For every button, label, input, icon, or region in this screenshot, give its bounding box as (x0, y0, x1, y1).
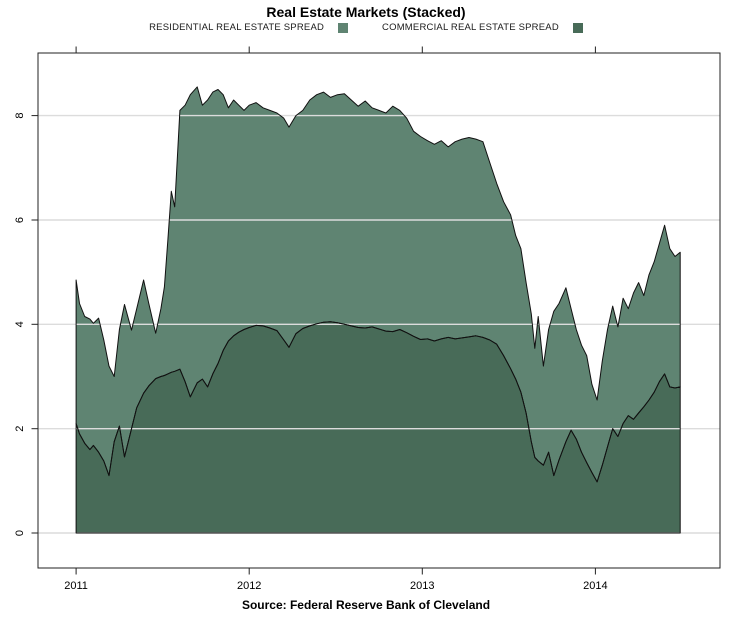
chart-title: Real Estate Markets (Stacked) (266, 4, 466, 20)
y-tick-label: 0 (14, 530, 26, 536)
plot-frame (37, 52, 721, 569)
legend: RESIDENTIAL REAL ESTATE SPREAD COMMERCIA… (0, 22, 732, 33)
y-tick-label: 2 (14, 426, 26, 432)
residential-area (76, 86, 681, 482)
legend-item-residential: RESIDENTIAL REAL ESTATE SPREAD (149, 22, 349, 33)
ticks-layer (31, 46, 596, 575)
residential-outline (75, 86, 681, 483)
source-note: Source: Federal Reserve Bank of Clevelan… (241, 598, 491, 612)
tick-labels-layer: 2011 2012 2013 2014 0 2 4 6 8 (14, 113, 608, 592)
legend-swatch-residential-icon (338, 22, 349, 33)
x-tick-label: 2011 (64, 580, 88, 592)
y-tick-label: 6 (14, 217, 26, 223)
x-tick-label: 2012 (237, 580, 261, 592)
y-tick-label: 8 (14, 113, 26, 119)
x-tick-label: 2014 (583, 580, 607, 592)
legend-label-residential: RESIDENTIAL REAL ESTATE SPREAD (149, 22, 325, 33)
area-outlines-layer (75, 86, 681, 534)
area-fills-layer (76, 86, 681, 533)
x-tick-label: 2013 (410, 580, 434, 592)
legend-item-commercial: COMMERCIAL REAL ESTATE SPREAD (382, 22, 583, 33)
y-tick-label: 4 (14, 321, 26, 327)
commercial-area (76, 321, 681, 533)
frame-layer (37, 52, 721, 569)
legend-swatch-commercial-icon (572, 22, 583, 33)
legend-label-commercial: COMMERCIAL REAL ESTATE SPREAD (382, 22, 559, 33)
